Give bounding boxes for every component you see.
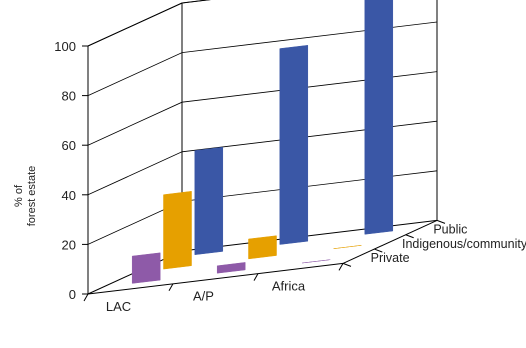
y-tick-label: 100 [54, 39, 76, 54]
bar-indigenous-community-africa [333, 245, 362, 249]
y-tick-label: 20 [62, 237, 76, 252]
depth-tick [405, 234, 414, 239]
gridline [87, 71, 438, 146]
x-category-label: Africa [272, 279, 306, 294]
series-label: Private [371, 251, 410, 265]
x-tick [338, 263, 344, 271]
y-axis-title: % offorest estate [13, 166, 38, 227]
bar-private-lac [131, 252, 161, 284]
bar-public-africa [364, 0, 394, 235]
y-axis-title-line: forest estate [26, 166, 38, 227]
gridline [87, 21, 438, 96]
x-axis-line [87, 262, 344, 295]
depth-tick [374, 248, 383, 253]
y-axis-title-line: % of [13, 184, 25, 207]
y-tick-label: 0 [69, 287, 76, 302]
x-tick [253, 273, 259, 281]
y-tick-label: 60 [62, 138, 76, 153]
bar-public-a-p [279, 45, 309, 245]
bar-indigenous-community-lac [163, 191, 192, 270]
gridline [87, 0, 211, 47]
depth-tick [342, 262, 352, 267]
y-tick-label: 80 [62, 89, 76, 104]
x-tick [168, 283, 174, 292]
chart-labels: 0 20 40 60 80 100 LAC A/P Africa PrivateIndigenou… [13, 39, 526, 314]
chart-bars [131, 0, 394, 284]
back-wall-bottom-edge [181, 219, 438, 252]
depth-tick [436, 219, 446, 224]
series-label: Indigenous/community [402, 237, 526, 251]
floor-right-edge [342, 219, 438, 264]
x-tick [83, 293, 89, 302]
chart-axes [82, 45, 446, 302]
gridline [87, 120, 438, 196]
bar-indigenous-community-a-p [248, 235, 277, 260]
back-wall-top-edge [181, 0, 212, 4]
bar-public-lac [194, 146, 224, 255]
x-category-label: LAC [106, 299, 131, 314]
series-label: Public [433, 223, 467, 237]
y-tick-label: 40 [62, 188, 76, 203]
x-category-label: A/P [193, 289, 214, 304]
bar-private-africa [302, 259, 331, 264]
bar-private-a-p [216, 262, 246, 274]
